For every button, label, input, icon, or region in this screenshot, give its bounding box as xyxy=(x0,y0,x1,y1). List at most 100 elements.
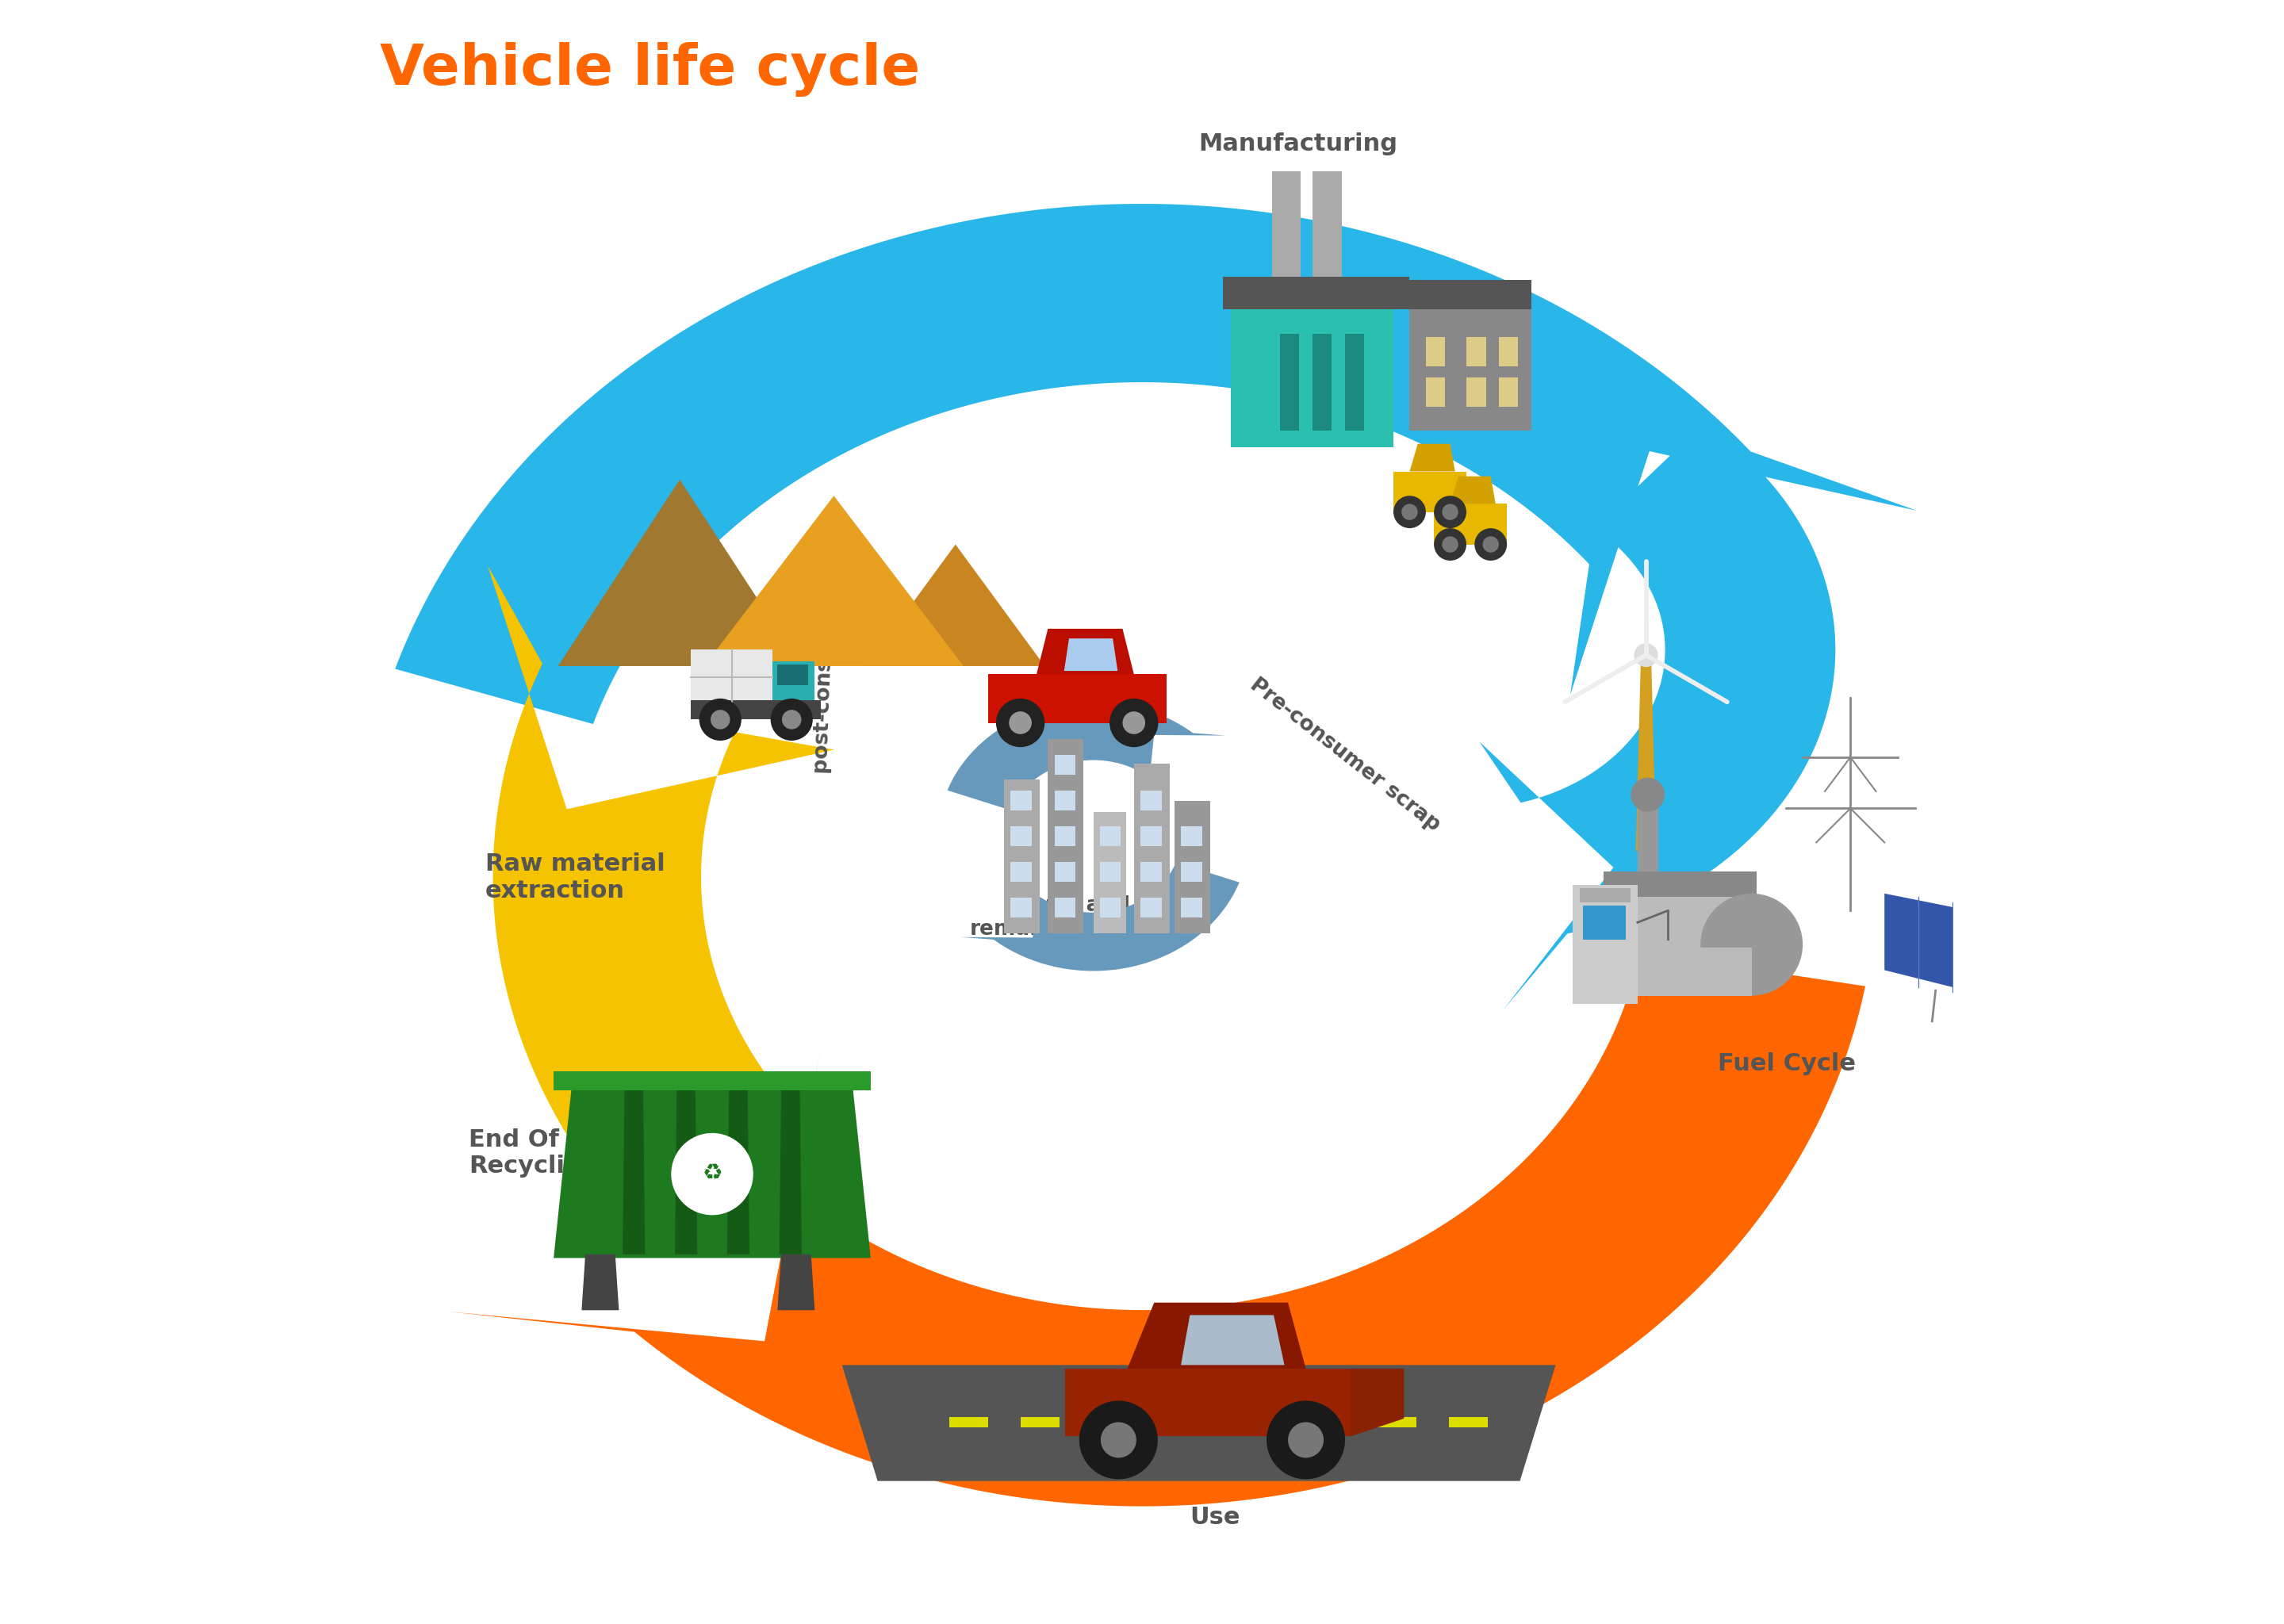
Polygon shape xyxy=(692,650,772,703)
Text: post-consumer scrap: post-consumer scrap xyxy=(811,526,841,773)
Polygon shape xyxy=(1884,893,1987,996)
Polygon shape xyxy=(772,661,815,703)
Polygon shape xyxy=(777,664,809,685)
FancyBboxPatch shape xyxy=(1581,888,1631,901)
Polygon shape xyxy=(582,1254,619,1311)
Polygon shape xyxy=(1434,503,1507,544)
FancyBboxPatch shape xyxy=(1613,893,1747,996)
FancyBboxPatch shape xyxy=(1425,377,1446,406)
FancyBboxPatch shape xyxy=(1094,812,1126,934)
FancyBboxPatch shape xyxy=(1313,172,1341,276)
FancyBboxPatch shape xyxy=(692,700,820,719)
Circle shape xyxy=(1482,536,1498,552)
Polygon shape xyxy=(779,1090,802,1254)
FancyBboxPatch shape xyxy=(1133,763,1169,934)
Polygon shape xyxy=(1064,638,1117,671)
FancyBboxPatch shape xyxy=(1010,898,1032,918)
FancyBboxPatch shape xyxy=(1583,906,1626,939)
Circle shape xyxy=(699,698,742,741)
Polygon shape xyxy=(1181,1315,1284,1366)
Circle shape xyxy=(1475,528,1507,560)
FancyBboxPatch shape xyxy=(1181,862,1201,882)
FancyBboxPatch shape xyxy=(1574,885,1638,1004)
Polygon shape xyxy=(726,1090,749,1254)
FancyBboxPatch shape xyxy=(1010,791,1032,810)
FancyBboxPatch shape xyxy=(1279,333,1300,430)
FancyBboxPatch shape xyxy=(1313,333,1332,430)
FancyBboxPatch shape xyxy=(1163,1416,1201,1427)
FancyBboxPatch shape xyxy=(1231,309,1393,447)
FancyBboxPatch shape xyxy=(1224,276,1409,309)
FancyBboxPatch shape xyxy=(948,1416,989,1427)
Circle shape xyxy=(1402,503,1418,520)
Polygon shape xyxy=(1128,1302,1306,1369)
FancyBboxPatch shape xyxy=(1498,377,1519,406)
FancyBboxPatch shape xyxy=(1409,279,1530,309)
Circle shape xyxy=(1121,711,1144,734)
Text: Reuse and
remanufacturing: Reuse and remanufacturing xyxy=(971,895,1167,940)
Circle shape xyxy=(710,710,731,729)
Circle shape xyxy=(1633,643,1658,667)
Polygon shape xyxy=(1064,1369,1350,1436)
FancyBboxPatch shape xyxy=(553,1072,870,1090)
Circle shape xyxy=(671,1134,754,1215)
FancyBboxPatch shape xyxy=(1306,1416,1345,1427)
Circle shape xyxy=(781,710,802,729)
Polygon shape xyxy=(1037,628,1133,674)
Polygon shape xyxy=(1393,471,1466,512)
Polygon shape xyxy=(703,495,964,666)
Polygon shape xyxy=(989,674,1167,723)
Text: Fuel Cycle: Fuel Cycle xyxy=(1718,1052,1857,1075)
Polygon shape xyxy=(395,205,1916,724)
Polygon shape xyxy=(1480,424,1836,1010)
FancyBboxPatch shape xyxy=(1272,172,1302,276)
FancyBboxPatch shape xyxy=(1466,336,1487,365)
FancyBboxPatch shape xyxy=(1377,1416,1416,1427)
Text: Raw material
extraction: Raw material extraction xyxy=(484,853,665,903)
Text: Vehicle life cycle: Vehicle life cycle xyxy=(379,42,920,96)
Text: Pre-consumer scrap: Pre-consumer scrap xyxy=(1245,674,1443,836)
FancyBboxPatch shape xyxy=(1140,827,1163,846)
Text: Use: Use xyxy=(1190,1505,1240,1528)
FancyBboxPatch shape xyxy=(1174,801,1211,934)
Polygon shape xyxy=(866,544,1044,666)
FancyBboxPatch shape xyxy=(1181,827,1201,846)
FancyBboxPatch shape xyxy=(1101,898,1121,918)
FancyBboxPatch shape xyxy=(1055,898,1076,918)
FancyBboxPatch shape xyxy=(1101,862,1121,882)
Circle shape xyxy=(1393,495,1425,528)
Polygon shape xyxy=(448,952,1866,1507)
Circle shape xyxy=(1101,1423,1137,1458)
FancyBboxPatch shape xyxy=(1092,1416,1131,1427)
Circle shape xyxy=(1080,1402,1158,1479)
FancyBboxPatch shape xyxy=(1055,755,1076,775)
Circle shape xyxy=(1702,893,1802,996)
FancyBboxPatch shape xyxy=(1021,1416,1060,1427)
Circle shape xyxy=(1441,503,1457,520)
Polygon shape xyxy=(843,1366,1555,1481)
FancyBboxPatch shape xyxy=(1466,377,1487,406)
FancyBboxPatch shape xyxy=(1425,336,1446,365)
FancyBboxPatch shape xyxy=(1409,309,1530,430)
Polygon shape xyxy=(486,565,834,1234)
FancyBboxPatch shape xyxy=(1101,827,1121,846)
FancyBboxPatch shape xyxy=(1345,333,1364,430)
Circle shape xyxy=(996,698,1044,747)
Text: Manufacturing: Manufacturing xyxy=(1199,132,1398,156)
Polygon shape xyxy=(624,1090,644,1254)
FancyBboxPatch shape xyxy=(1140,898,1163,918)
FancyBboxPatch shape xyxy=(1005,780,1039,934)
Circle shape xyxy=(1288,1423,1325,1458)
FancyBboxPatch shape xyxy=(1140,791,1163,810)
Text: ♻: ♻ xyxy=(701,1163,722,1186)
Polygon shape xyxy=(674,1090,697,1254)
Circle shape xyxy=(1010,711,1032,734)
FancyBboxPatch shape xyxy=(1055,827,1076,846)
FancyBboxPatch shape xyxy=(1233,1416,1274,1427)
FancyBboxPatch shape xyxy=(1603,872,1756,896)
FancyBboxPatch shape xyxy=(1055,791,1076,810)
FancyBboxPatch shape xyxy=(1448,1416,1487,1427)
Circle shape xyxy=(1441,536,1457,552)
Circle shape xyxy=(1110,698,1158,747)
Polygon shape xyxy=(557,479,802,666)
